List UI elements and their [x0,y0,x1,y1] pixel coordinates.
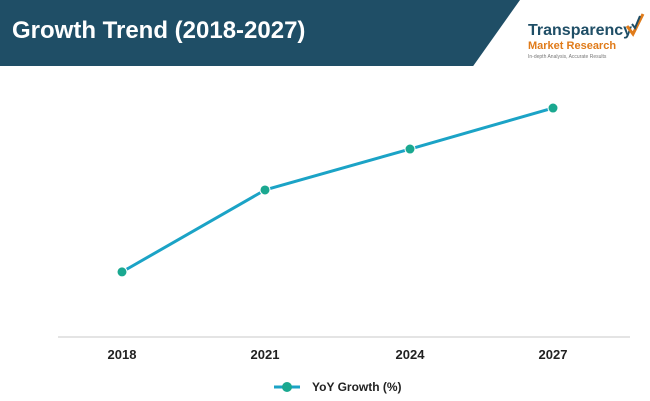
logo-name-line2: Market Research [528,40,617,52]
data-point-2018 [116,266,128,278]
data-point-2027 [547,102,559,114]
x-tick-label-2018: 2018 [108,347,137,362]
x-tick-label-2027: 2027 [539,347,568,362]
data-point-2021 [259,184,271,196]
legend-label: YoY Growth (%) [312,380,402,394]
logo-name-line1: Transparency [528,22,633,39]
checkmark-icon [625,13,645,37]
brand-logo: Transparency Market Research In-depth An… [528,10,646,66]
series-line [121,106,554,274]
logo-tagline: In-depth Analysis, Accurate Results [528,54,607,60]
x-tick-label-2021: 2021 [251,347,280,362]
chart-title: Growth Trend (2018-2027) [12,17,306,44]
legend-marker [282,382,292,392]
header-band [0,0,520,66]
data-point-2024 [404,143,416,155]
x-tick-label-2024: 2024 [396,347,426,362]
